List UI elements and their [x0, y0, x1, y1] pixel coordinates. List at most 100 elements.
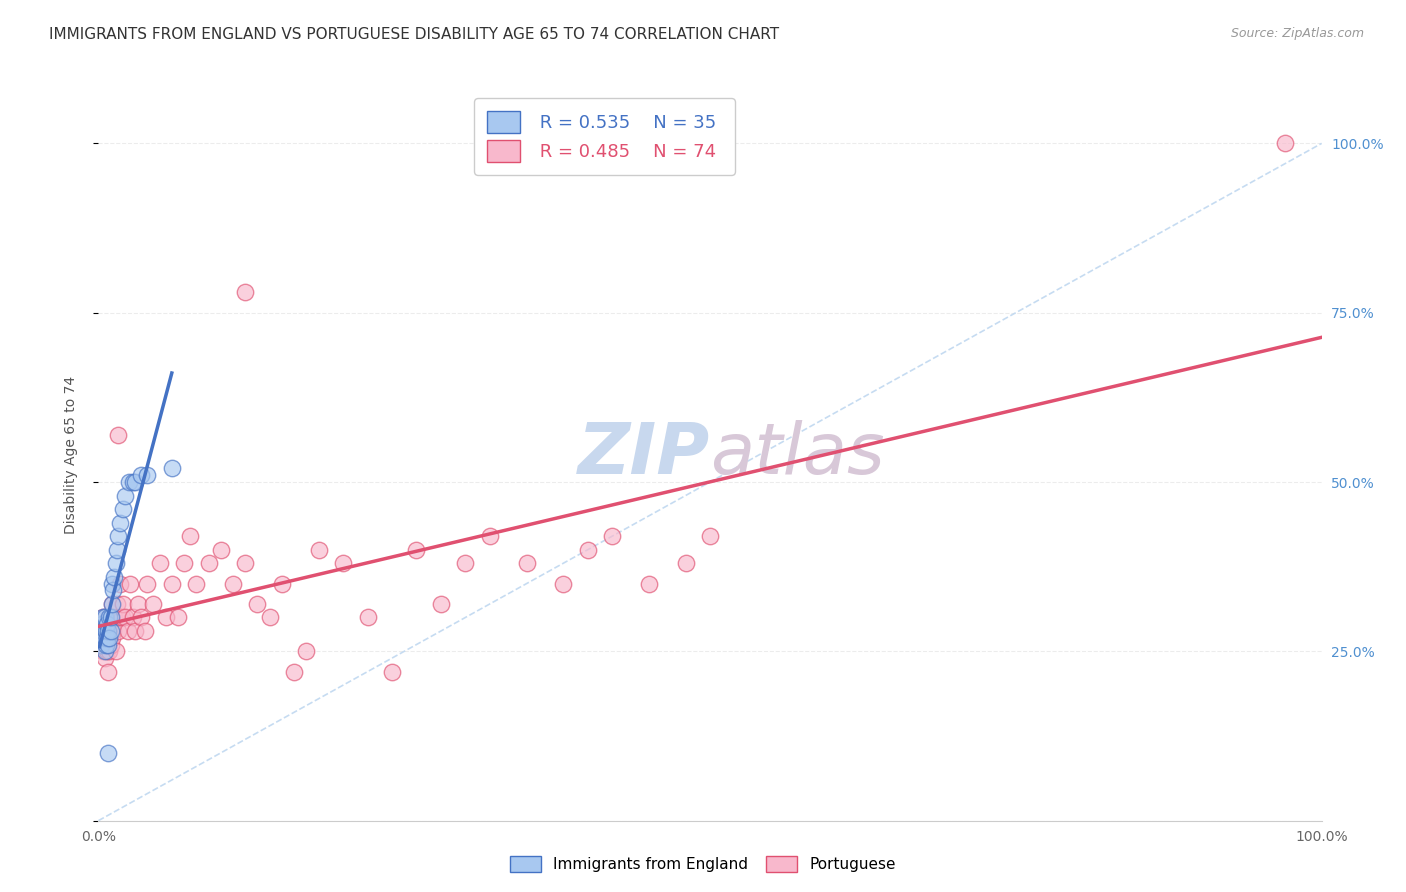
Point [91, 624, 114, 638]
Point [405, 542, 427, 557]
Point [127, 597, 149, 611]
Point [105, 542, 128, 557]
Point [97, 631, 120, 645]
Point [100, 638, 122, 652]
Point [155, 610, 177, 624]
Point [142, 597, 165, 611]
Point [209, 542, 232, 557]
Point [101, 597, 124, 611]
Point [98, 631, 121, 645]
Point [246, 597, 269, 611]
Point [381, 665, 404, 679]
Point [111, 502, 134, 516]
Point [101, 576, 124, 591]
Point [91, 617, 114, 632]
Point [103, 610, 125, 624]
Point [111, 610, 134, 624]
Text: ZIP: ZIP [578, 420, 710, 490]
Point [94, 638, 117, 652]
Point [103, 570, 125, 584]
Point [110, 516, 132, 530]
Point [478, 529, 501, 543]
Point [107, 427, 129, 442]
Point [111, 597, 134, 611]
Point [91, 631, 114, 645]
Point [91, 624, 114, 638]
Text: atlas: atlas [710, 420, 884, 490]
Point [98, 610, 121, 624]
Point [97, 746, 120, 760]
Point [675, 556, 697, 570]
Point [179, 529, 201, 543]
Point [295, 644, 318, 658]
Point [91, 644, 114, 658]
Point [553, 576, 575, 591]
Point [600, 529, 623, 543]
Point [1274, 136, 1296, 151]
Point [454, 556, 477, 570]
Point [136, 468, 159, 483]
Point [94, 638, 117, 652]
Point [107, 624, 129, 638]
Point [94, 624, 117, 638]
Point [114, 610, 136, 624]
Point [167, 610, 190, 624]
Point [93, 631, 115, 645]
Point [120, 576, 142, 591]
Point [96, 617, 118, 632]
Point [160, 576, 183, 591]
Point [308, 542, 330, 557]
Point [93, 651, 115, 665]
Point [233, 556, 256, 570]
Point [186, 576, 208, 591]
Point [101, 597, 124, 611]
Point [283, 665, 305, 679]
Point [94, 624, 117, 638]
Point [515, 556, 537, 570]
Point [160, 461, 183, 475]
Point [134, 624, 156, 638]
Point [110, 576, 132, 591]
Point [104, 556, 127, 570]
Point [104, 644, 127, 658]
Point [117, 624, 139, 638]
Point [149, 556, 172, 570]
Point [96, 617, 118, 632]
Point [90, 638, 112, 652]
Point [270, 576, 294, 591]
Point [129, 610, 152, 624]
Point [93, 644, 115, 658]
Point [90, 638, 112, 652]
Point [332, 556, 354, 570]
Point [576, 542, 599, 557]
Point [118, 475, 141, 489]
Point [222, 576, 245, 591]
Point [136, 576, 159, 591]
Point [124, 475, 146, 489]
Point [197, 556, 219, 570]
Point [173, 556, 195, 570]
Point [356, 610, 378, 624]
Point [91, 631, 114, 645]
Point [97, 665, 120, 679]
Point [93, 631, 115, 645]
Point [89, 624, 111, 638]
Point [98, 624, 121, 638]
Point [107, 529, 129, 543]
Point [93, 610, 115, 624]
Point [124, 624, 146, 638]
Point [637, 576, 661, 591]
Point [91, 610, 114, 624]
Point [105, 597, 128, 611]
Text: Source: ZipAtlas.com: Source: ZipAtlas.com [1230, 27, 1364, 40]
Point [101, 583, 124, 598]
Point [121, 610, 143, 624]
Point [96, 631, 118, 645]
Point [121, 475, 143, 489]
Point [98, 644, 121, 658]
Point [430, 597, 453, 611]
Point [101, 624, 124, 638]
Point [101, 631, 124, 645]
Y-axis label: Disability Age 65 to 74: Disability Age 65 to 74 [63, 376, 77, 534]
Legend: Immigrants from England, Portuguese: Immigrants from England, Portuguese [503, 848, 903, 880]
